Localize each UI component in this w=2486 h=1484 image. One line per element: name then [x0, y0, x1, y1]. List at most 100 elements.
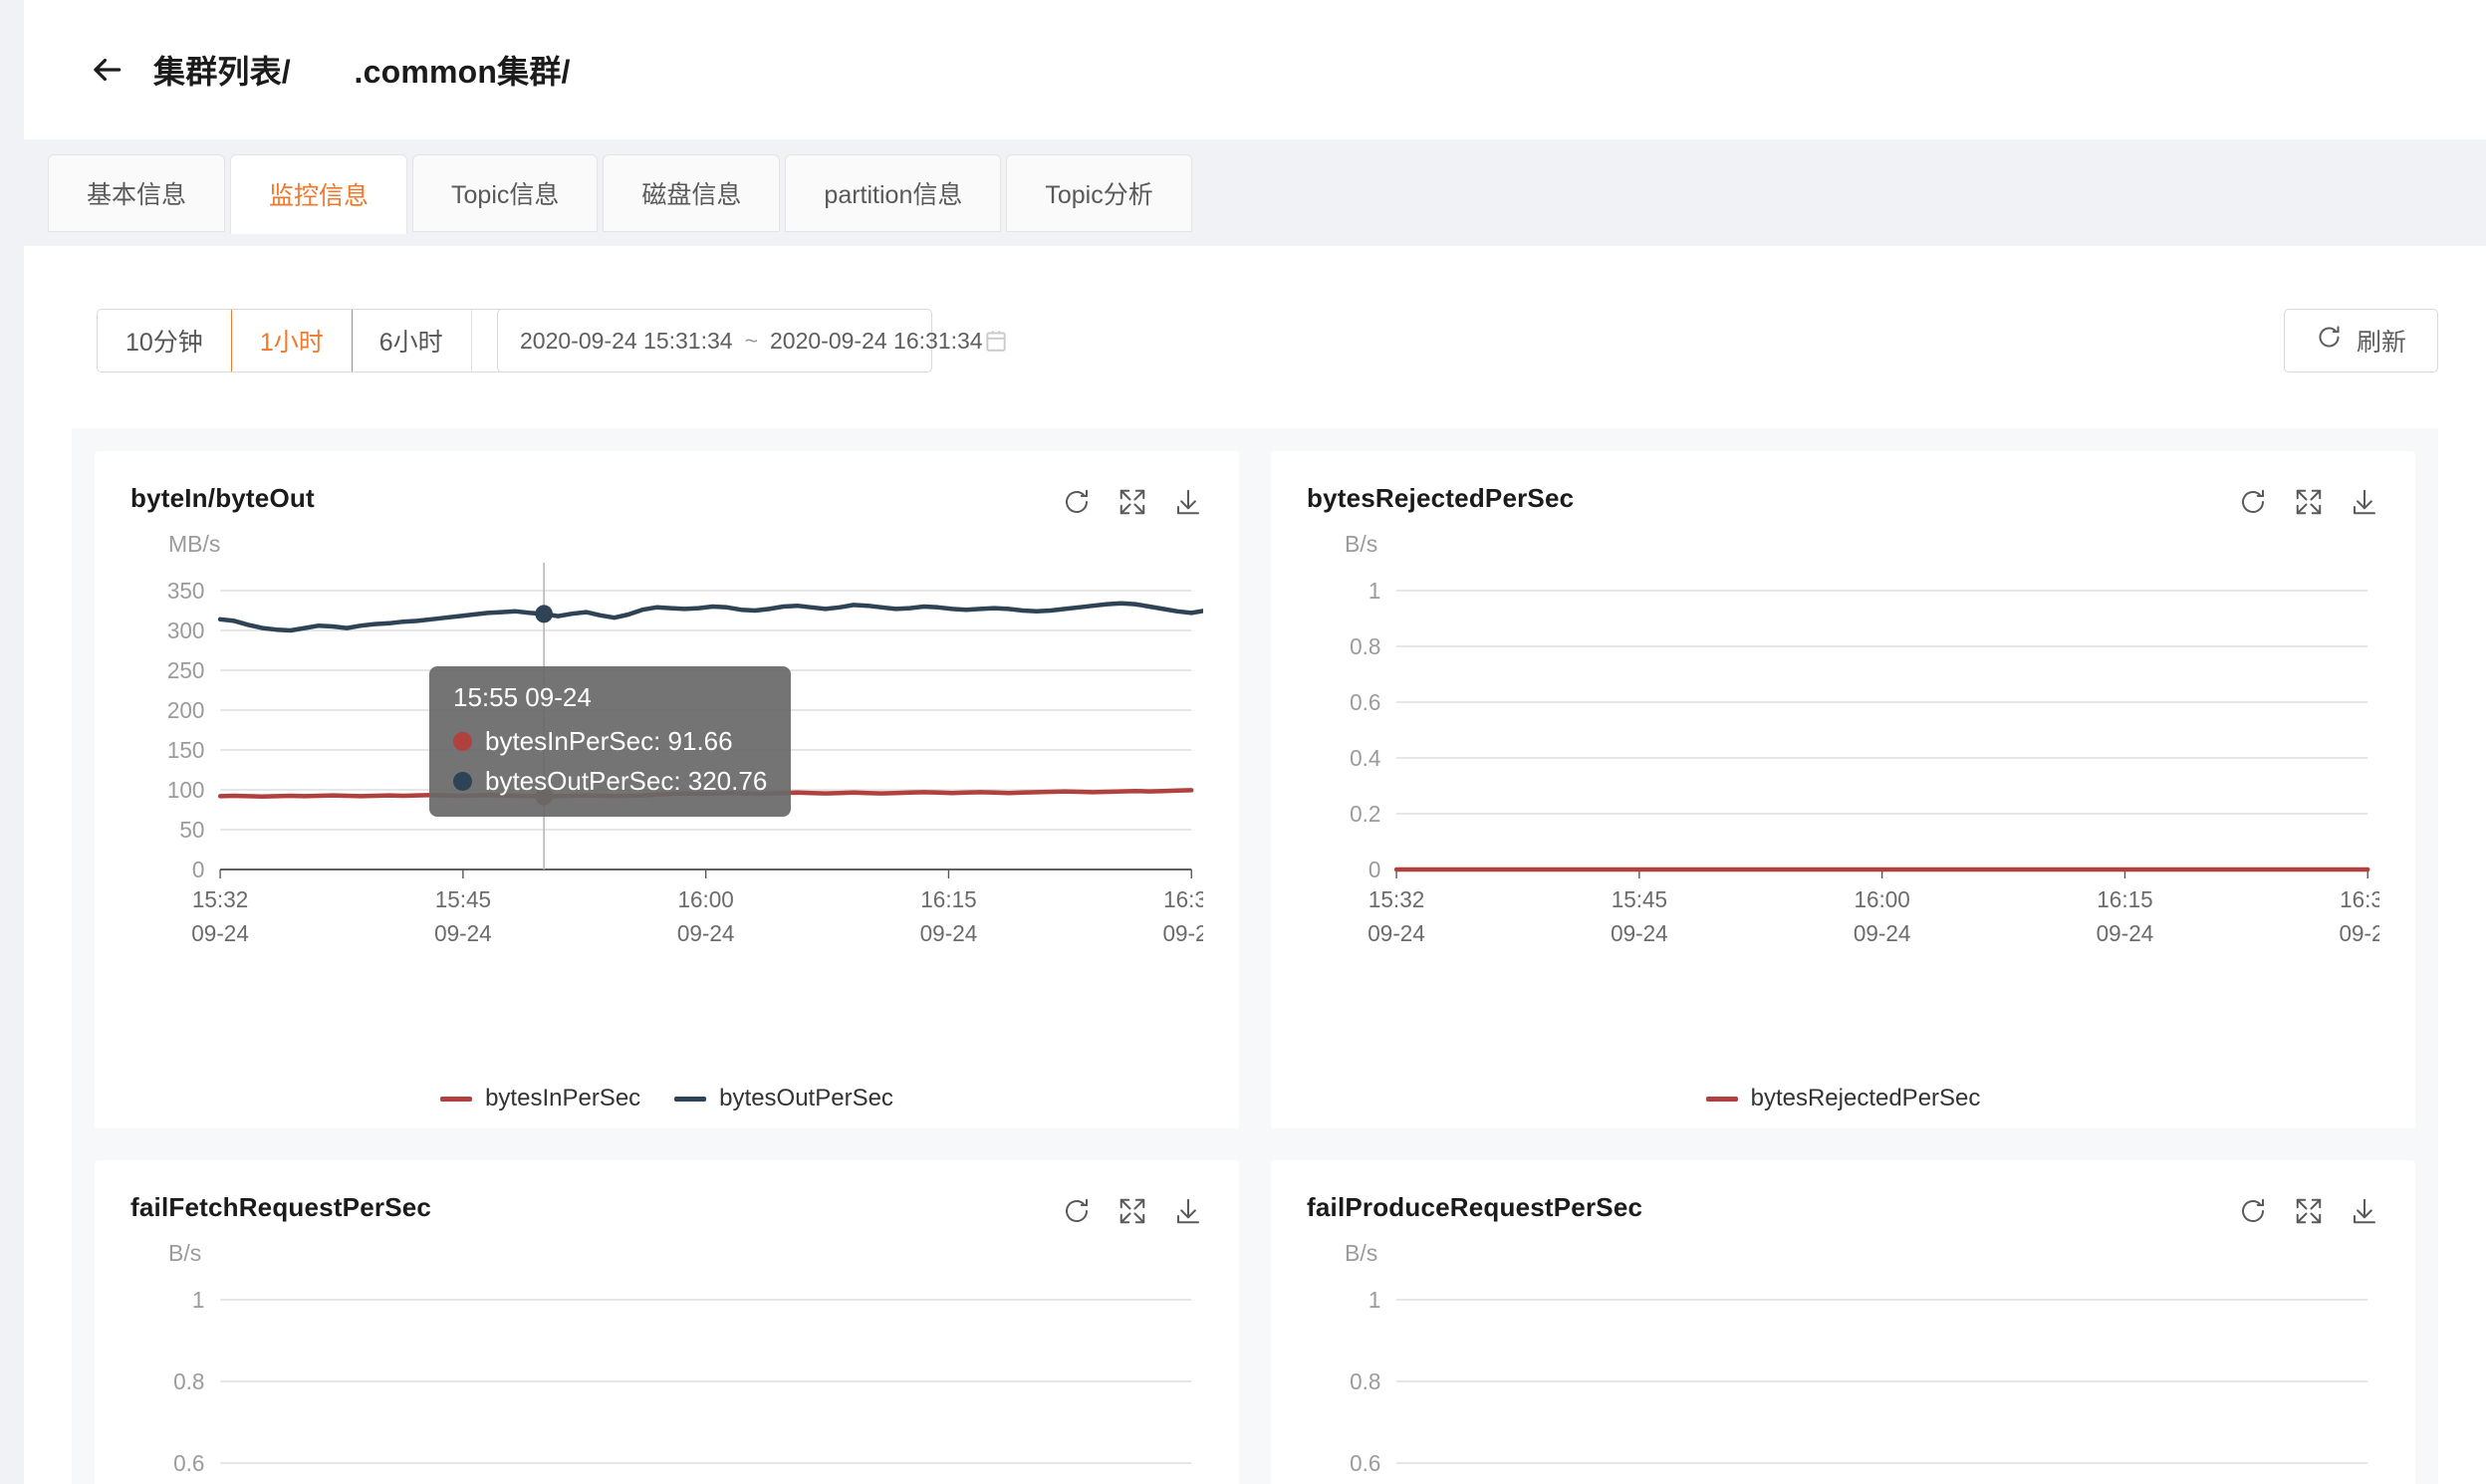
legend-item-bytesinpersec[interactable]: bytesInPerSec [440, 1085, 640, 1113]
svg-text:1: 1 [1368, 578, 1381, 604]
chart-y-unit: B/s [1345, 1240, 1378, 1266]
page-header: 集群列表/ .common集群/ [24, 0, 2486, 139]
svg-text:09-24: 09-24 [191, 920, 249, 946]
legend-item-bytesrejectedpersec[interactable]: bytesRejectedPerSec [1705, 1085, 1981, 1113]
svg-text:09-24: 09-24 [2097, 920, 2154, 946]
chart-download-icon[interactable] [2350, 1196, 2379, 1226]
legend-label: bytesInPerSec [485, 1085, 641, 1112]
tab-bar: 基本信息 监控信息 Topic信息 磁盘信息 partition信息 Topic… [24, 154, 2486, 246]
date-range-separator: ~ [744, 327, 759, 354]
breadcrumb: 集群列表/ .common集群/ [153, 54, 571, 90]
date-range-picker[interactable]: 2020-09-24 15:31:34 ~ 2020-09-24 16:31:3… [497, 309, 1006, 372]
chart-canvas: 0 0.2 0.4 0.6 0.8 1 15:32 09-24 15:45 09-24 16:00 0… [1350, 578, 2379, 946]
svg-text:09-24: 09-24 [920, 920, 978, 946]
refresh-icon [2316, 324, 2343, 358]
card-actions [2238, 483, 2379, 517]
refresh-button[interactable]: 刷新 [2284, 309, 2438, 372]
chart-fullscreen-icon[interactable] [1118, 487, 1147, 517]
legend-swatch [440, 1096, 473, 1102]
svg-text:15:32: 15:32 [1368, 886, 1424, 912]
tab-topic-analysis[interactable]: Topic分析 [1006, 154, 1192, 232]
legend-swatch [1705, 1096, 1738, 1102]
svg-text:09-24: 09-24 [1854, 920, 1911, 946]
svg-text:16:15: 16:15 [920, 886, 976, 912]
range-1hour[interactable]: 1小时 [230, 310, 353, 371]
svg-text:0.8: 0.8 [1350, 633, 1380, 659]
chart-download-icon[interactable] [2350, 487, 2379, 517]
svg-text:350: 350 [167, 578, 205, 604]
card-header: failFetchRequestPerSec [130, 1192, 1203, 1226]
svg-text:15:45: 15:45 [435, 886, 491, 912]
svg-text:16:30: 16:30 [1163, 886, 1203, 912]
range-6hour[interactable]: 6小时 [351, 310, 472, 371]
chart-refresh-icon[interactable] [2238, 1196, 2268, 1226]
back-arrow-icon[interactable] [86, 49, 127, 91]
svg-text:0.2: 0.2 [1350, 801, 1380, 827]
legend-label: bytesOutPerSec [719, 1085, 893, 1112]
svg-text:09-24: 09-24 [1162, 920, 1203, 946]
svg-text:1: 1 [1368, 1287, 1381, 1313]
tab-disk-info[interactable]: 磁盘信息 [603, 154, 781, 232]
card-actions [1062, 1192, 1203, 1226]
chart-refresh-icon[interactable] [2238, 487, 2268, 517]
svg-text:15:45: 15:45 [1612, 886, 1667, 912]
svg-text:0.6: 0.6 [173, 1450, 204, 1476]
chart-fullscreen-icon[interactable] [1118, 1196, 1147, 1226]
chart-y-unit: B/s [168, 1240, 202, 1266]
svg-text:100: 100 [167, 777, 205, 803]
card-header: byteIn/byteOut [130, 483, 1203, 517]
chart-download-icon[interactable] [1173, 1196, 1203, 1226]
chart-card-failfetchrequestpersec: failFetchRequestPerSec [95, 1160, 1239, 1484]
range-10min[interactable]: 10分钟 [98, 310, 232, 371]
chart-title: bytesRejectedPerSec [1307, 483, 1575, 513]
svg-text:150: 150 [167, 737, 205, 763]
chart-plot-area: B/s 0.6 0.8 1 [1307, 1240, 2379, 1484]
tab-monitor-info[interactable]: 监控信息 [230, 154, 408, 234]
svg-text:300: 300 [167, 618, 205, 643]
tab-topic-info[interactable]: Topic信息 [412, 154, 599, 232]
svg-text:09-24: 09-24 [434, 920, 492, 946]
svg-text:0: 0 [192, 857, 205, 882]
card-header: failProduceRequestPerSec [1307, 1192, 2379, 1226]
chart-canvas: 0 50 100 150 200 250 300 350 15:32 09-24 15:45 09-2… [167, 563, 1203, 946]
svg-text:0.8: 0.8 [173, 1368, 204, 1394]
chart-title: byteIn/byteOut [130, 483, 315, 513]
chart-fullscreen-icon[interactable] [2294, 1196, 2324, 1226]
svg-text:09-24: 09-24 [1367, 920, 1425, 946]
svg-text:0.8: 0.8 [1350, 1368, 1380, 1394]
svg-text:0.6: 0.6 [1350, 1450, 1380, 1476]
svg-text:0.6: 0.6 [1350, 689, 1380, 715]
chart-fullscreen-icon[interactable] [2294, 487, 2324, 517]
chart-card-bytein-byteout: byteIn/byteOut [95, 451, 1239, 1128]
chart-download-icon[interactable] [1173, 487, 1203, 517]
svg-text:16:30: 16:30 [2340, 886, 2379, 912]
charts-area: byteIn/byteOut [72, 428, 2438, 1484]
content-panel: 10分钟 1小时 6小时 近1天 近1周 2020-09-24 15:31:34… [24, 246, 2486, 1484]
chart-refresh-icon[interactable] [1062, 1196, 1092, 1226]
svg-text:0: 0 [1368, 857, 1381, 882]
calendar-icon[interactable] [983, 328, 1009, 354]
legend-item-bytesoutpersec[interactable]: bytesOutPerSec [674, 1085, 893, 1113]
chart-title: failFetchRequestPerSec [130, 1192, 432, 1222]
chart-plot-area: MB/s 0 50 100 150 200 250 300 350 15:32 09-24 15:4… [130, 531, 1203, 999]
legend-label: bytesRejectedPerSec [1750, 1085, 1981, 1112]
chart-legend: bytesInPerSec bytesOutPerSec [95, 1085, 1239, 1113]
card-header: bytesRejectedPerSec [1307, 483, 2379, 517]
chart-y-unit: MB/s [168, 531, 221, 557]
tab-basic-info[interactable]: 基本信息 [48, 154, 226, 232]
svg-text:16:15: 16:15 [2097, 886, 2152, 912]
chart-card-bytesrejectedpersec: bytesRejectedPerSec [1271, 451, 2415, 1128]
refresh-button-label: 刷新 [2356, 329, 2406, 357]
svg-text:09-24: 09-24 [677, 920, 735, 946]
svg-text:09-24: 09-24 [2339, 920, 2379, 946]
svg-text:1: 1 [192, 1287, 205, 1313]
legend-swatch [674, 1096, 707, 1102]
svg-text:0.4: 0.4 [1350, 745, 1380, 771]
chart-y-unit: B/s [1345, 531, 1378, 557]
chart-plot-area: B/s 0.6 0.8 1 [130, 1240, 1203, 1484]
chart-refresh-icon[interactable] [1062, 487, 1092, 517]
card-actions [1062, 483, 1203, 517]
svg-text:200: 200 [167, 697, 205, 723]
tab-partition-info[interactable]: partition信息 [785, 154, 1002, 232]
